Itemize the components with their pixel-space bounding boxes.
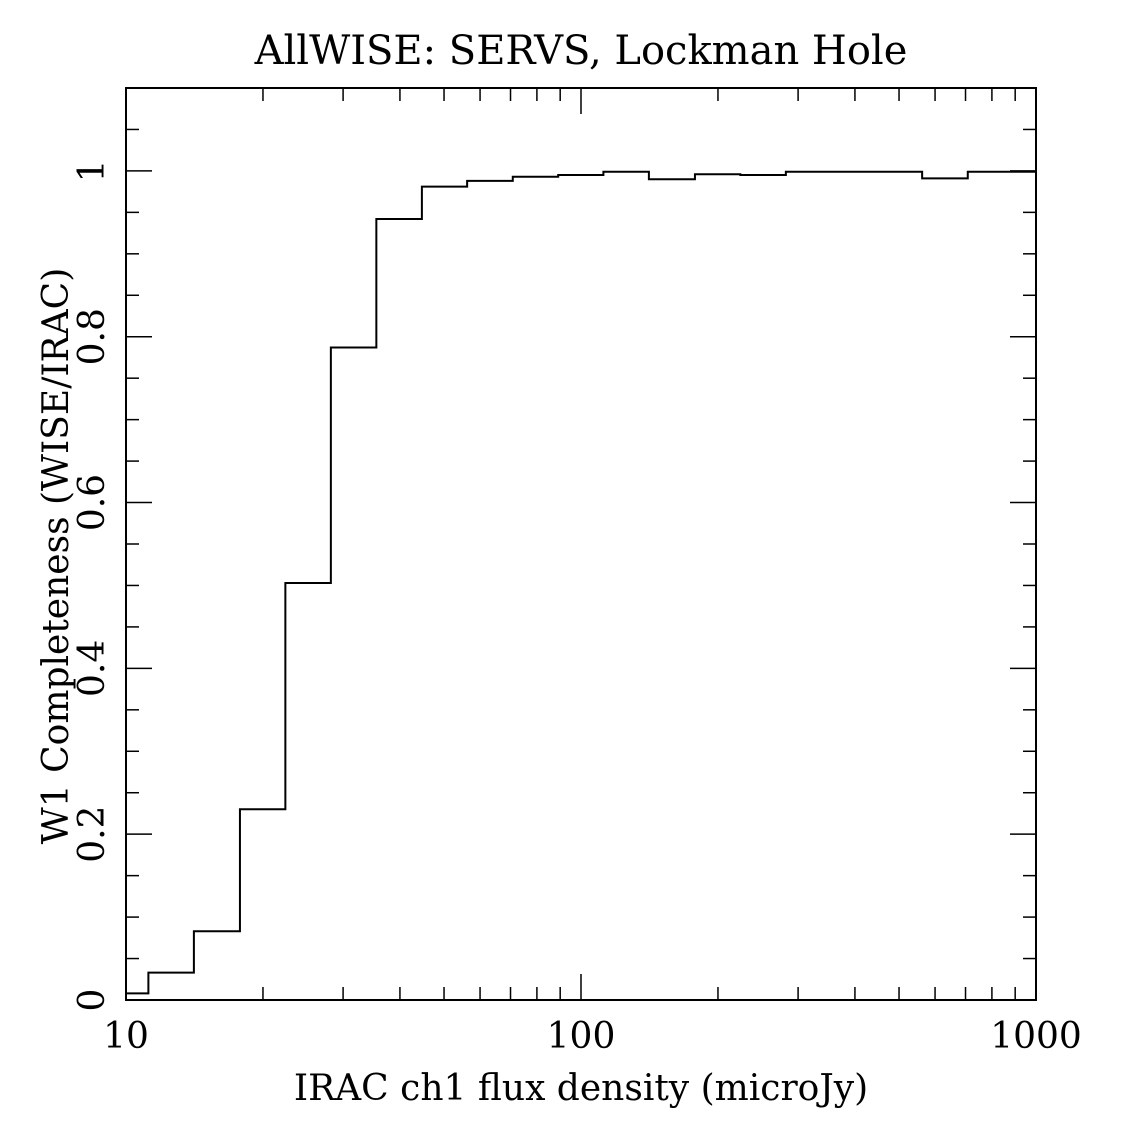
- chart-title: AllWISE: SERVS, Lockman Hole: [254, 28, 908, 74]
- plot-frame: [125, 87, 1037, 1001]
- x-axis-label: IRAC ch1 flux density (microJy): [294, 1068, 868, 1109]
- axis-ticks: [125, 87, 1037, 1001]
- y-tick-label: 0.8: [72, 308, 113, 365]
- x-tick-label: 100: [547, 1016, 616, 1057]
- x-tick-label: 10: [103, 1016, 149, 1057]
- x-tick-labels: 10 100 1000: [103, 1016, 1082, 1057]
- y-tick-label: 0: [72, 989, 113, 1012]
- y-tick-labels: 0 0.2 0.4 0.6 0.8 1: [72, 159, 113, 1011]
- y-axis-label: W1 Completeness (WISE/IRAC): [36, 268, 77, 844]
- y-tick-label: 0.2: [72, 806, 113, 863]
- y-tick-label: 1: [72, 159, 113, 182]
- x-tick-label: 1000: [990, 1016, 1082, 1057]
- y-tick-label: 0.4: [72, 640, 113, 697]
- y-tick-label: 0.6: [72, 474, 113, 531]
- completeness-step-line: [126, 170, 1036, 995]
